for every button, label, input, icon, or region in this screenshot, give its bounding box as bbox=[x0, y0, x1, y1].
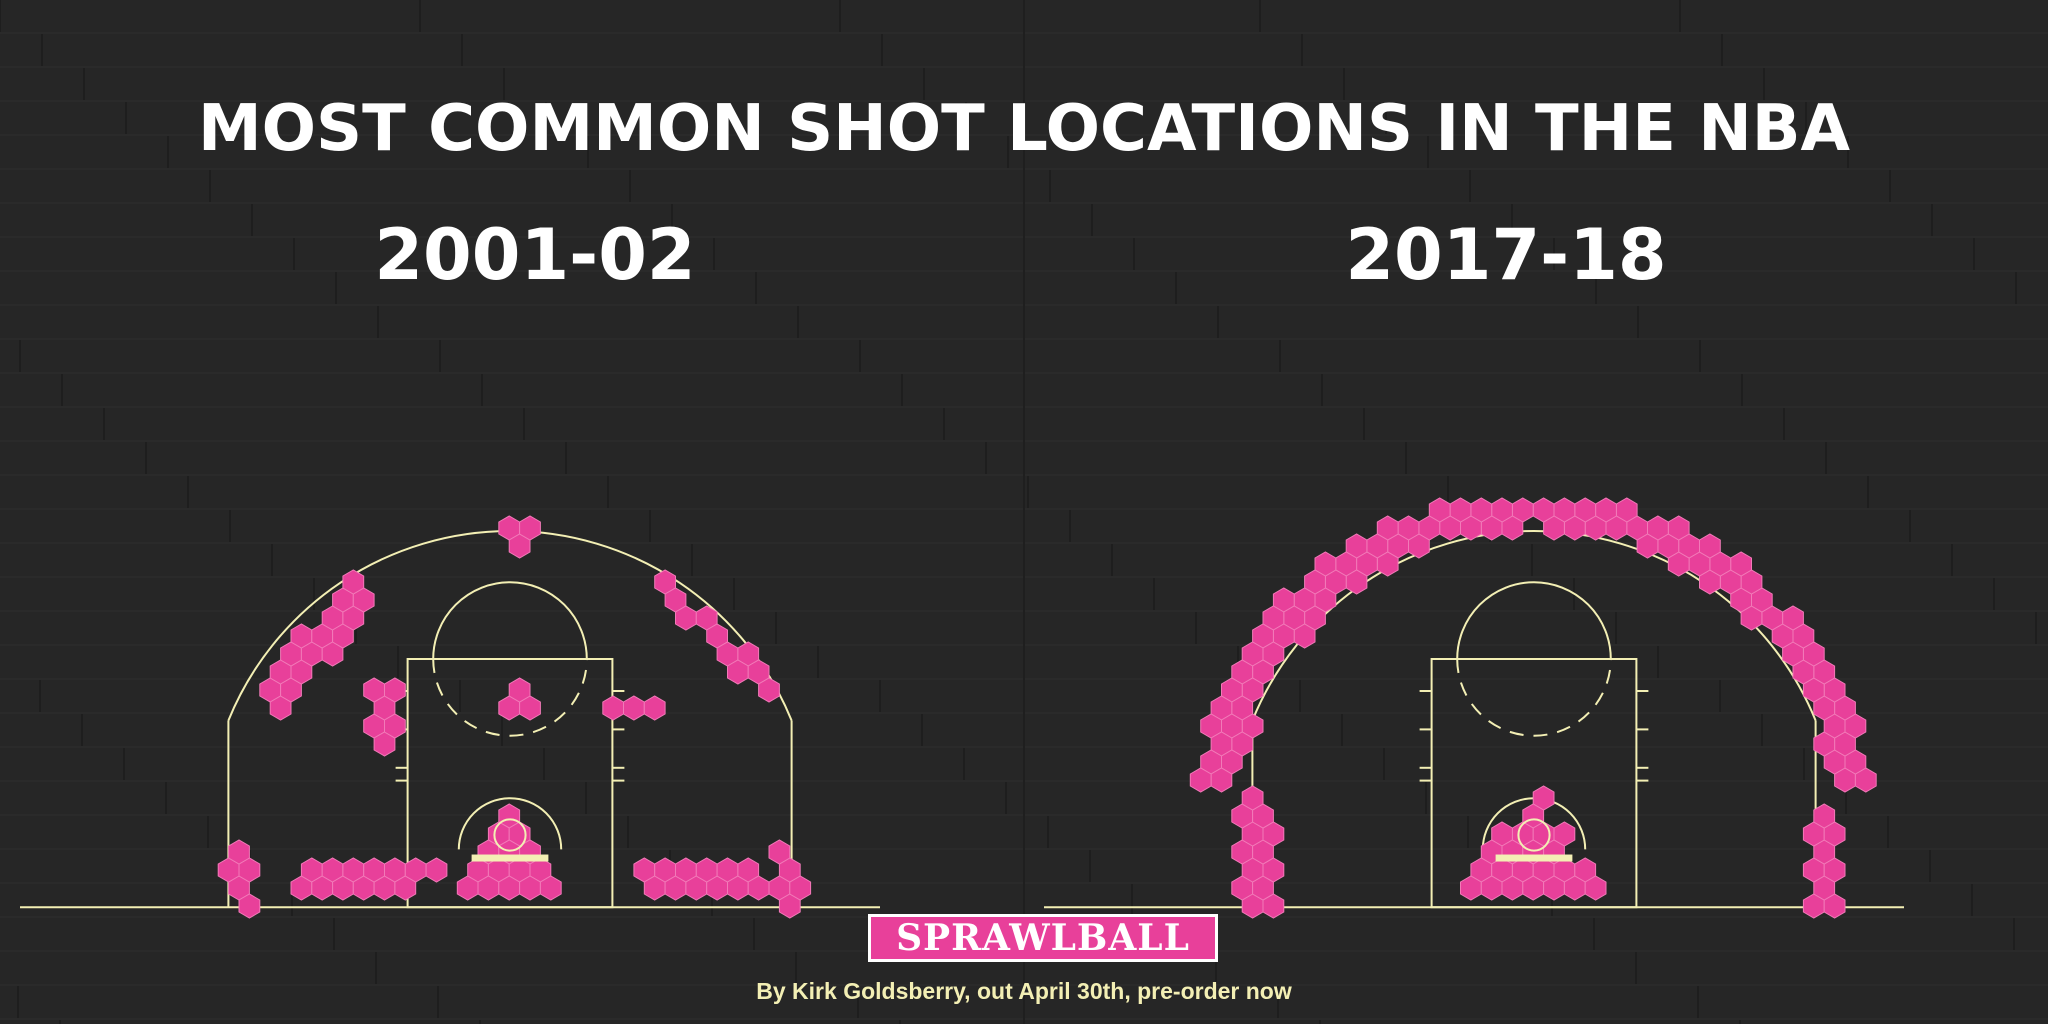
sprawlball-logo: SPRAWLBALL bbox=[868, 914, 1218, 962]
shot-hex bbox=[623, 695, 645, 721]
hoop-rim bbox=[1517, 818, 1551, 852]
shot-hex bbox=[425, 857, 448, 883]
court-2017-18 bbox=[1044, 497, 1904, 919]
paint-box bbox=[1430, 658, 1638, 909]
shot-hex bbox=[342, 569, 365, 595]
free-throw-circle-top bbox=[432, 581, 588, 660]
shot-hex bbox=[1584, 875, 1607, 901]
shot-hexes bbox=[1189, 497, 1877, 919]
shot-hex bbox=[768, 839, 791, 865]
shot-hex bbox=[384, 713, 406, 739]
shot-hex bbox=[1813, 803, 1836, 829]
shot-hex bbox=[519, 515, 541, 541]
shot-hex bbox=[384, 677, 406, 703]
paint-box bbox=[406, 658, 614, 909]
logo-text: SPRAWLBALL bbox=[896, 917, 1190, 959]
shot-hex bbox=[508, 677, 531, 703]
shot-hex bbox=[602, 695, 624, 721]
shot-hex bbox=[228, 839, 250, 865]
shot-hex bbox=[1189, 767, 1212, 793]
free-throw-circle-top bbox=[1456, 581, 1612, 660]
court-2001-02 bbox=[20, 515, 880, 919]
season-label-left: 2001-02 bbox=[374, 214, 696, 296]
shot-hex bbox=[1241, 785, 1264, 811]
shot-hexes bbox=[217, 515, 812, 919]
backboard bbox=[471, 854, 549, 862]
shot-hex bbox=[238, 893, 261, 919]
free-throw-circle-bottom bbox=[1456, 658, 1612, 737]
shot-hex bbox=[747, 875, 770, 901]
shot-hex bbox=[539, 875, 562, 901]
hoop-rim bbox=[493, 818, 527, 852]
free-throw-circle-bottom bbox=[432, 658, 588, 737]
backboard bbox=[1495, 854, 1573, 862]
shot-hex bbox=[758, 677, 780, 703]
credit-line: By Kirk Goldsberry, out April 30th, pre-… bbox=[756, 978, 1292, 1004]
season-label-right: 2017-18 bbox=[1345, 214, 1667, 296]
main-title: MOST COMMON SHOT LOCATIONS IN THE NBA bbox=[197, 92, 1851, 166]
shot-hex bbox=[643, 695, 666, 721]
restricted-area bbox=[457, 797, 563, 850]
